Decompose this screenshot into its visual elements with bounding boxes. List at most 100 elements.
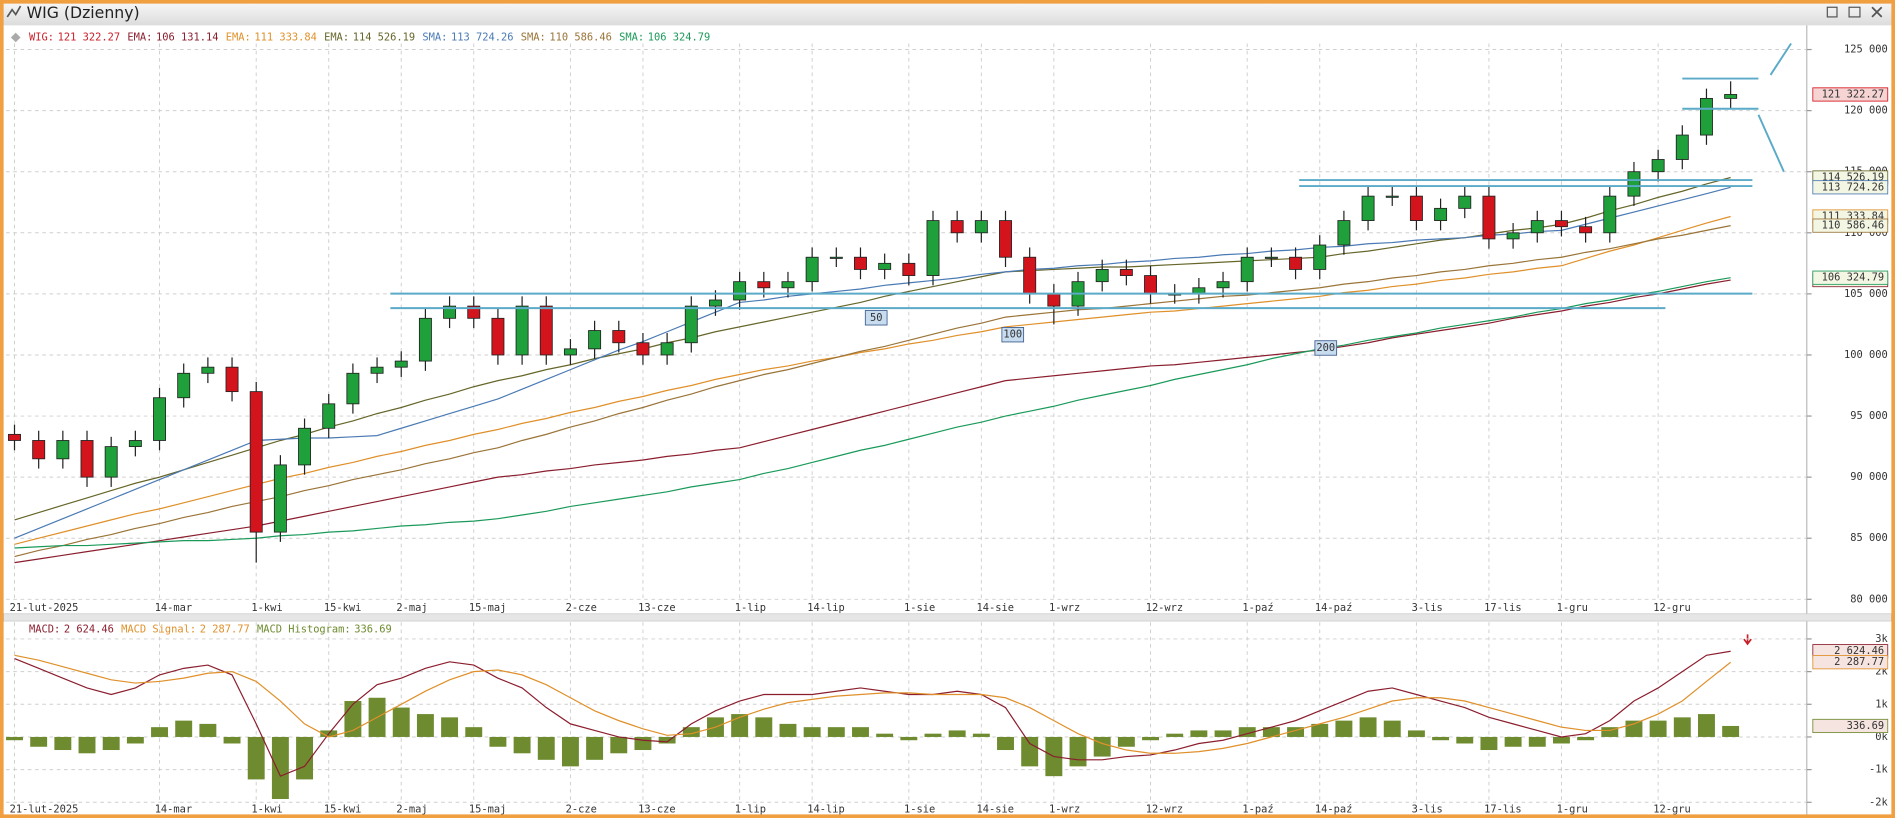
histogram-bar — [1528, 736, 1546, 747]
candle-body — [878, 262, 892, 270]
y-tick-label: 3k — [1875, 633, 1888, 645]
histogram-bar — [102, 736, 120, 751]
y-tick-label: 85 000 — [1850, 532, 1887, 544]
candle-body — [56, 440, 70, 460]
annotation-box — [1314, 340, 1338, 356]
x-tick-label: 12-gru — [1653, 602, 1690, 614]
candle-body — [708, 299, 722, 307]
annotation-label: 200 — [1316, 342, 1335, 354]
window-icon — [6, 5, 22, 18]
candle-body — [974, 220, 988, 234]
candle-body — [249, 391, 263, 533]
histogram-bar — [465, 727, 483, 737]
x-tick-label: 1-paź — [1242, 602, 1273, 614]
candle-body — [1506, 232, 1520, 240]
candle-body — [1240, 256, 1254, 283]
y-tick-label: -2k — [1869, 796, 1888, 808]
histogram-bar — [1649, 720, 1667, 737]
x-tick-label: 14-paź — [1315, 602, 1352, 614]
value-tag — [1812, 87, 1889, 102]
candle-body — [829, 256, 843, 259]
histogram-bar — [1142, 736, 1159, 741]
candle-body — [805, 256, 819, 283]
histogram-bar — [1117, 736, 1135, 747]
x-tick-label: 14-lip — [807, 804, 844, 816]
histogram-bar — [1287, 727, 1305, 737]
x-tick-label: 14-sie — [977, 602, 1014, 614]
candle-body — [1119, 269, 1133, 276]
candle-body — [1289, 256, 1303, 270]
histogram-bar — [1722, 725, 1740, 737]
legend-value: 106 324.79 — [648, 31, 710, 43]
button-restore[interactable] — [1848, 6, 1861, 18]
histogram-bar — [1673, 717, 1691, 737]
y-tick-label: 90 000 — [1850, 471, 1887, 483]
histogram-bar — [1311, 723, 1329, 737]
candle-body — [1482, 195, 1496, 240]
x-tick-label: 1-wrz — [1049, 602, 1080, 614]
histogram-bar — [948, 730, 966, 737]
x-tick-label: 2-maj — [396, 602, 427, 614]
histogram-bar — [682, 727, 700, 737]
legend: WIG: 121 322.27 EMA: 106 131.14 EMA: 111 333.… — [29, 31, 710, 43]
histogram-bar — [924, 733, 942, 737]
moving-average-line — [14, 279, 1731, 564]
candle-body — [1700, 97, 1713, 136]
x-tick-label: 17-lis — [1484, 804, 1521, 816]
candle-body — [1095, 269, 1109, 283]
histogram-bar — [1432, 736, 1450, 741]
button-close[interactable] — [1871, 6, 1883, 18]
y-tick-label: -1k — [1869, 764, 1888, 776]
legend-name: EMA — [127, 31, 146, 43]
button-minimize[interactable] — [1826, 6, 1838, 18]
candle-body — [1579, 226, 1593, 234]
legend-value: 336.69 — [354, 624, 391, 636]
candle-body — [902, 262, 916, 276]
x-tick-label: 1-gru — [1557, 602, 1588, 614]
legend-separator: : — [638, 31, 644, 43]
histogram-bar — [610, 736, 628, 754]
macd-line — [14, 654, 1732, 754]
candle-body — [1313, 244, 1327, 270]
candle-body — [1530, 220, 1544, 234]
channel-line — [1757, 114, 1785, 172]
x-tick-label: 3-lis — [1412, 804, 1443, 816]
x-tick-label: 15-maj — [469, 602, 506, 614]
value-tag-label: 110 586.46 — [1822, 220, 1884, 232]
candle-body — [999, 220, 1012, 258]
legend-name: SMA — [422, 31, 441, 43]
panel-separator — [3, 613, 1892, 622]
histogram-bar — [586, 736, 604, 760]
histogram-bar — [54, 736, 72, 751]
histogram-bar — [1069, 736, 1087, 767]
x-tick-label: 13-cze — [638, 804, 675, 816]
x-tick-label: 1-paź — [1242, 804, 1273, 816]
macd-line — [14, 650, 1731, 777]
histogram-bar — [1359, 717, 1377, 737]
legend-separator: : — [54, 624, 60, 636]
window-title: WIG (Dzienny) — [27, 3, 140, 22]
x-tick-label: 13-cze — [638, 602, 675, 614]
candle-body — [854, 256, 867, 270]
histogram-bar — [175, 720, 193, 737]
legend-name: MACD Histogram — [257, 624, 344, 636]
x-tick-label: 14-sie — [977, 804, 1014, 816]
y-tick-label: 1k — [1875, 698, 1888, 710]
candle-body — [757, 281, 771, 289]
histogram-bar — [972, 733, 990, 737]
histogram-bar — [1552, 736, 1570, 744]
legend-value: 113 724.26 — [451, 31, 513, 43]
candle-body — [1409, 195, 1423, 221]
histogram-bar — [658, 736, 676, 744]
moving-average-line — [14, 215, 1731, 545]
y-tick-label: 120 000 — [1844, 105, 1888, 117]
x-tick-label: 1-kwi — [251, 602, 282, 614]
annotation-box — [1001, 327, 1025, 343]
x-tick-label: 3-lis — [1412, 602, 1443, 614]
window-buttons[interactable] — [1826, 6, 1883, 18]
y-tick-label: 0k — [1875, 731, 1888, 743]
candle-body — [32, 440, 46, 460]
